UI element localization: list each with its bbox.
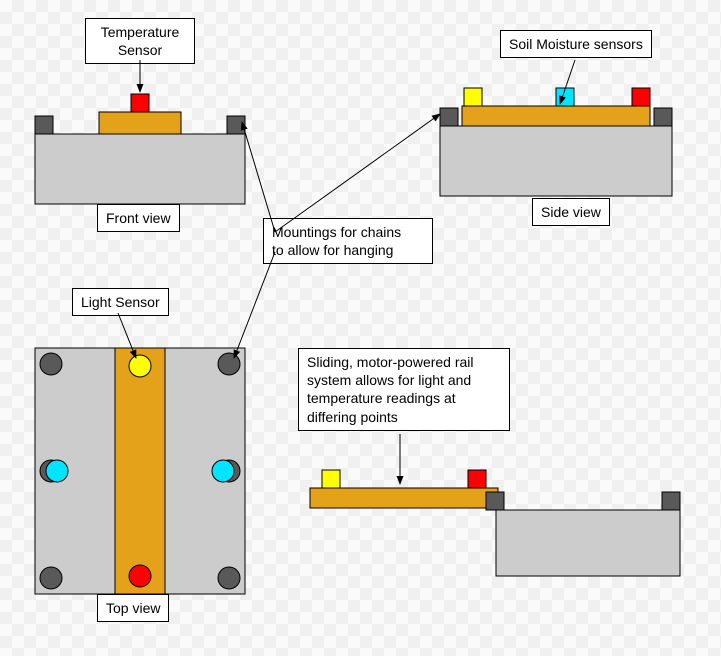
arrow-light [118,313,136,358]
top-moisture-sensor-l [46,460,68,482]
top-mount-ml [40,460,62,482]
top-light-sensor [129,355,151,377]
arrow-mount-side [275,114,440,232]
front-rail [99,112,181,134]
rail-detail [310,470,680,576]
top-mount-tr [218,353,240,375]
top-temp-sensor [129,565,151,587]
side-temp-sensor [632,88,650,106]
front-view [35,94,245,204]
rail-detail-rail [310,488,498,508]
side-mount-left [440,108,458,126]
side-light-sensor [464,88,482,106]
rail-detail-mount-right [662,492,680,510]
label-side-view: Side view [532,198,610,226]
rail-detail-body [496,510,680,576]
arrow-mount-front [242,122,275,232]
side-rail [462,106,650,126]
top-mount-tl [40,353,62,375]
rail-detail-mount-left [486,492,504,510]
top-mount-mr [218,460,240,482]
label-mountings: Mountings for chainsto allow for hanging [263,218,433,264]
label-front-view: Front view [97,204,180,232]
front-body [35,134,245,204]
front-mount-left [35,116,53,134]
label-temperature-sensor: TemperatureSensor [85,18,195,64]
top-view [35,348,245,594]
rail-detail-light-sensor [322,470,340,488]
top-mount-bl [40,567,62,589]
top-body [35,348,245,594]
label-rail-system: Sliding, motor-powered railsystem allows… [298,348,510,431]
arrow-mount-top [234,252,275,358]
diagram-svg [0,0,721,656]
side-mount-right [654,108,672,126]
label-light-sensor: Light Sensor [72,288,169,316]
top-moisture-sensor-r [212,460,234,482]
side-view [440,88,672,196]
front-mount-right [227,116,245,134]
arrow-soil [560,60,575,104]
label-top-view: Top view [97,594,169,622]
rail-detail-temp-sensor [468,470,486,488]
top-rail [115,348,165,594]
side-body [440,126,672,196]
front-temp-sensor [131,94,149,112]
side-moisture-sensor [556,88,574,106]
label-soil-moisture: Soil Moisture sensors [500,30,652,58]
top-mount-br [218,567,240,589]
